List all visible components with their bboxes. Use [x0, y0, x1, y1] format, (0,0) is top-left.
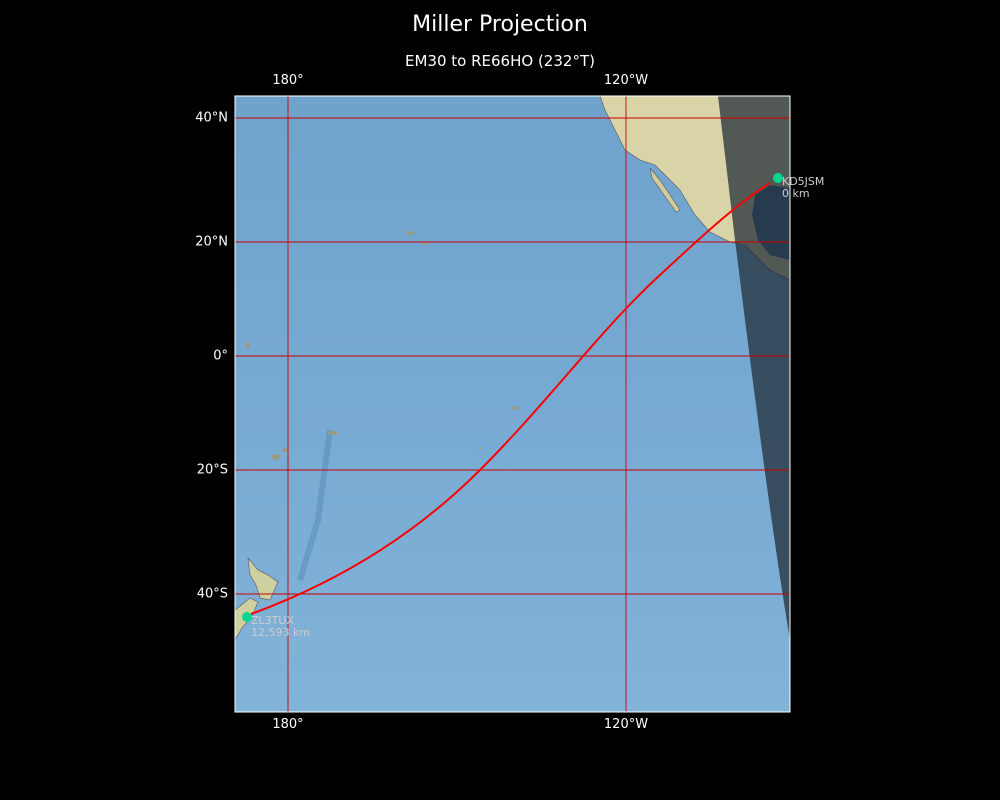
trench [297, 429, 333, 581]
station-label-kd5jsm: KD5JSM 0 km [782, 176, 824, 200]
x-tick-top: 120°W [603, 73, 649, 88]
great-circle-path [250, 182, 771, 615]
y-tick: 0° [213, 348, 228, 364]
station-label-zl3tux: ZL3TUX 12,593 km [251, 615, 310, 639]
y-tick: 40°N [195, 110, 228, 126]
map-title: Miller Projection [412, 12, 588, 37]
x-tick-bottom: 120°W [603, 717, 649, 732]
baja-california [649, 167, 681, 213]
station-distance: 12,593 km [251, 626, 311, 639]
graticule [235, 96, 790, 712]
station-distance: 0 km [782, 187, 810, 200]
station-call: ZL3TUX [251, 614, 294, 627]
y-tick: 20°S [196, 462, 228, 478]
station-marker-zl3tux[interactable] [242, 612, 252, 622]
y-tick: 40°S [196, 586, 228, 602]
station-marker-kd5jsm[interactable] [773, 173, 783, 183]
x-tick-top: 180° [272, 73, 304, 88]
map-subtitle: EM30 to RE66HO (232°T) [405, 52, 595, 70]
x-tick-bottom: 180° [272, 717, 304, 732]
map-frame [234, 95, 791, 713]
y-tick: 20°N [195, 234, 228, 250]
night-terminator-shadow [718, 96, 790, 640]
station-call: KD5JSM [782, 175, 825, 188]
new-zealand-north [247, 557, 279, 601]
